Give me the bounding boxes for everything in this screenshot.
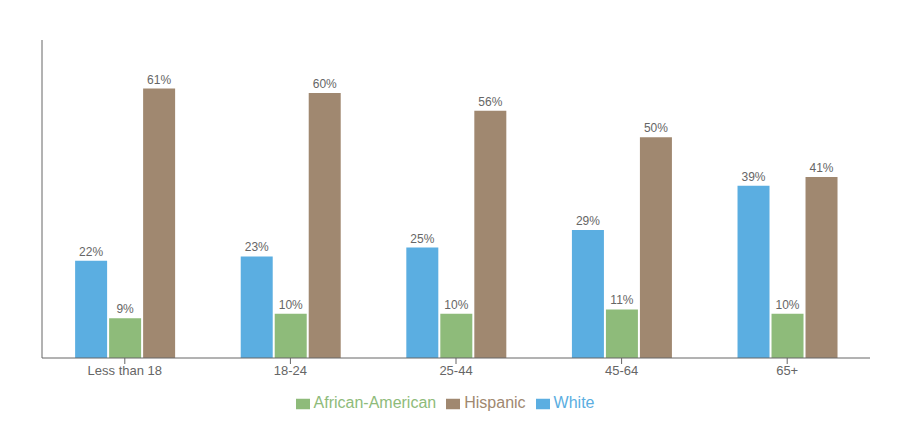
- svg-text:56%: 56%: [478, 95, 502, 109]
- svg-text:61%: 61%: [147, 73, 171, 87]
- html-text:African-American: African-American: [313, 394, 437, 411]
- svg-text:25%: 25%: [410, 232, 434, 246]
- svg-text:23%: 23%: [245, 240, 269, 254]
- svg-text:10%: 10%: [776, 298, 800, 312]
- svg-text:65+: 65+: [776, 363, 798, 378]
- svg-text:18-24: 18-24: [274, 363, 307, 378]
- svg-text:10%: 10%: [444, 298, 468, 312]
- svg-text:25-44: 25-44: [439, 363, 472, 378]
- html-text:White: White: [553, 394, 595, 411]
- svg-text:60%: 60%: [313, 77, 337, 91]
- svg-text:10%: 10%: [279, 298, 303, 312]
- svg-text:Less than 18: Less than 18: [88, 363, 162, 378]
- html-text:Hispanic: Hispanic: [464, 394, 526, 411]
- svg-text:41%: 41%: [810, 161, 834, 175]
- svg-text:29%: 29%: [576, 214, 600, 228]
- svg-text:11%: 11%: [610, 293, 633, 307]
- svg-text:39%: 39%: [742, 170, 766, 184]
- svg-text:22%: 22%: [79, 245, 103, 259]
- svg-text:50%: 50%: [644, 121, 668, 135]
- svg-text:9%: 9%: [116, 302, 134, 316]
- svg-text:45-64: 45-64: [605, 363, 638, 378]
